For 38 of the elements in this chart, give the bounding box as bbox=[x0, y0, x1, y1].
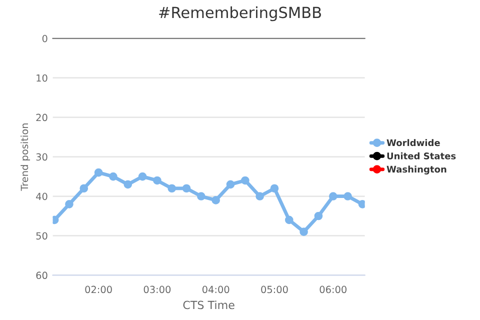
y-tick-label: 20 bbox=[36, 114, 48, 122]
point bbox=[226, 180, 235, 189]
y-tick-label: 60 bbox=[36, 272, 48, 280]
point bbox=[270, 184, 279, 193]
chart-title: #RememberingSMBB bbox=[159, 6, 321, 22]
point bbox=[153, 176, 162, 185]
x-tick-label: 05:00 bbox=[261, 286, 288, 294]
point bbox=[256, 192, 264, 200]
y-tick-label: 50 bbox=[36, 232, 48, 240]
x-axis-title: CTS Time bbox=[183, 300, 234, 310]
point bbox=[138, 172, 147, 181]
point bbox=[94, 168, 103, 177]
point bbox=[212, 196, 220, 204]
y-tick-label: 10 bbox=[36, 74, 48, 82]
y-axis-title: Trend position bbox=[20, 124, 30, 191]
point bbox=[197, 192, 206, 200]
x-tick-label: 03:00 bbox=[144, 286, 171, 294]
point bbox=[300, 228, 308, 236]
x-tick-label: 04:00 bbox=[202, 286, 230, 294]
x-tick-label: 02:00 bbox=[85, 286, 112, 294]
point bbox=[168, 184, 176, 193]
legend-label: United States bbox=[387, 152, 456, 160]
point bbox=[240, 176, 250, 185]
x-tick-label: 06:00 bbox=[320, 286, 346, 294]
point bbox=[182, 184, 191, 193]
point bbox=[80, 184, 88, 193]
point bbox=[109, 172, 118, 181]
legend-label: Washington bbox=[386, 166, 446, 174]
point bbox=[284, 216, 294, 224]
y-tick-label: 40 bbox=[36, 192, 48, 200]
point bbox=[328, 192, 338, 200]
point bbox=[314, 212, 323, 220]
y-tick-label: 0 bbox=[42, 34, 48, 42]
point bbox=[124, 180, 132, 189]
point bbox=[344, 192, 352, 200]
y-tick-label: 30 bbox=[36, 153, 48, 161]
point bbox=[65, 200, 74, 208]
legend-label: Worldwide bbox=[386, 139, 440, 146]
